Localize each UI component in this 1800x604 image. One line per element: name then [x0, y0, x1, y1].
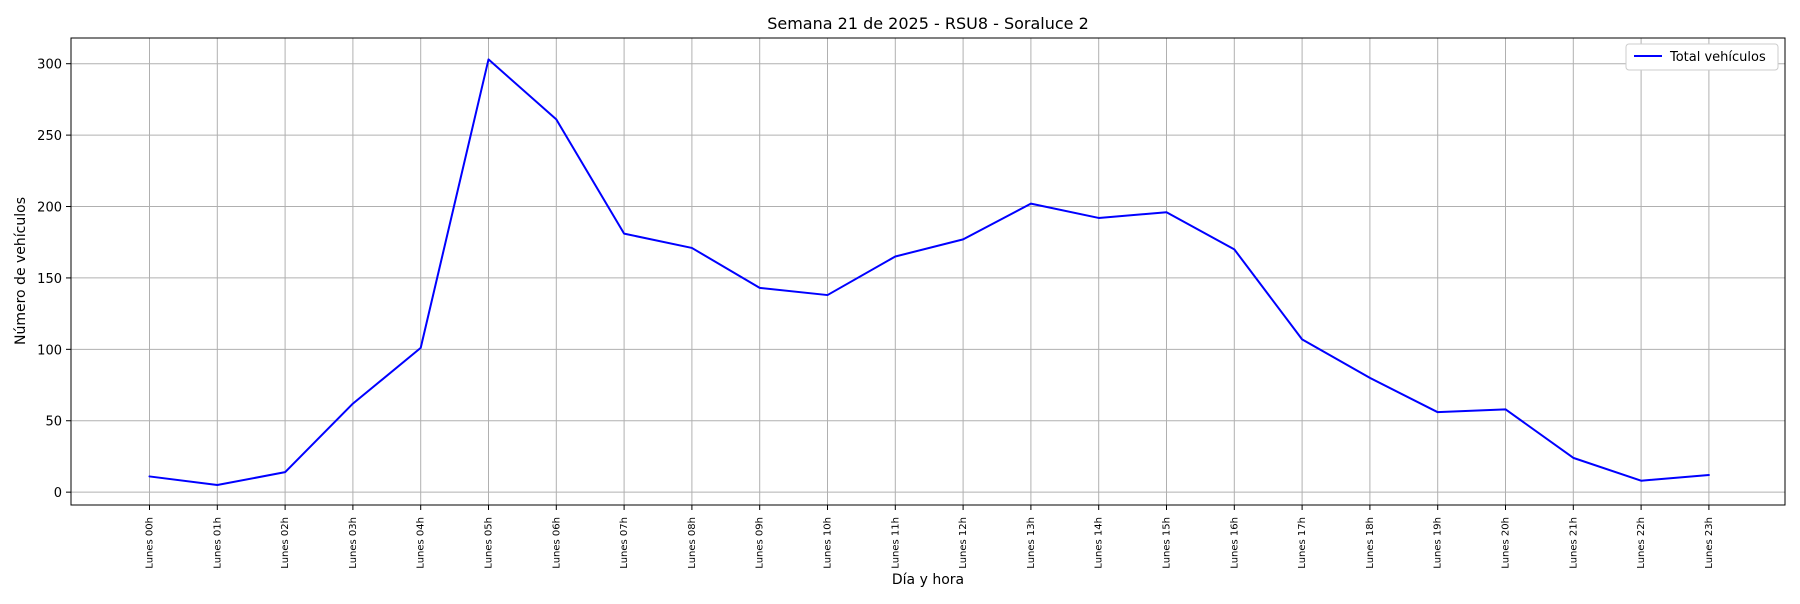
plot-frame	[71, 38, 1785, 505]
x-tick-label: Lunes 07h	[619, 517, 630, 569]
x-tick-label: Lunes 09h	[755, 517, 766, 569]
x-tick-label: Lunes 19h	[1433, 517, 1444, 569]
x-tick-label: Lunes 18h	[1365, 517, 1376, 569]
x-tick-label: Lunes 10h	[823, 517, 834, 569]
x-tick-label: Lunes 14h	[1094, 517, 1105, 569]
y-tick-label: 150	[37, 272, 62, 287]
legend-label: Total vehículos	[1669, 50, 1766, 65]
y-tick-label: 250	[37, 129, 62, 144]
legend: Total vehículos	[1626, 44, 1778, 70]
x-tick-label: Lunes 05h	[484, 517, 495, 569]
y-axis-label: Número de vehículos	[13, 197, 29, 345]
y-tick-label: 50	[45, 415, 62, 430]
x-tick-label: Lunes 13h	[1026, 517, 1037, 569]
x-tick-label: Lunes 17h	[1297, 517, 1308, 569]
x-tick-label: Lunes 12h	[958, 517, 969, 569]
chart-title: Semana 21 de 2025 - RSU8 - Soraluce 2	[767, 14, 1089, 33]
x-tick-label: Lunes 08h	[687, 517, 698, 569]
y-tick-label: 200	[37, 201, 62, 216]
x-tick-label: Lunes 01h	[212, 517, 223, 569]
grid-layer	[71, 38, 1785, 505]
x-tick-label: Lunes 03h	[348, 517, 359, 569]
x-tick-label: Lunes 02h	[280, 517, 291, 569]
x-tick-label: Lunes 15h	[1162, 517, 1173, 569]
x-tick-label: Lunes 06h	[551, 517, 562, 569]
x-tick-label: Lunes 22h	[1636, 517, 1647, 569]
x-tick-label: Lunes 04h	[416, 517, 427, 569]
x-tick-label: Lunes 16h	[1229, 517, 1240, 569]
x-tick-label: Lunes 23h	[1704, 517, 1715, 569]
y-tick-label: 0	[54, 486, 62, 501]
x-tick-label: Lunes 21h	[1568, 517, 1579, 569]
x-tick-label: Lunes 11h	[890, 517, 901, 569]
x-tick-label: Lunes 20h	[1501, 517, 1512, 569]
x-tick-label: Lunes 00h	[145, 517, 156, 569]
y-tick-label: 100	[37, 343, 62, 358]
y-tick-label: 300	[37, 58, 62, 73]
x-axis-label: Día y hora	[892, 572, 964, 588]
